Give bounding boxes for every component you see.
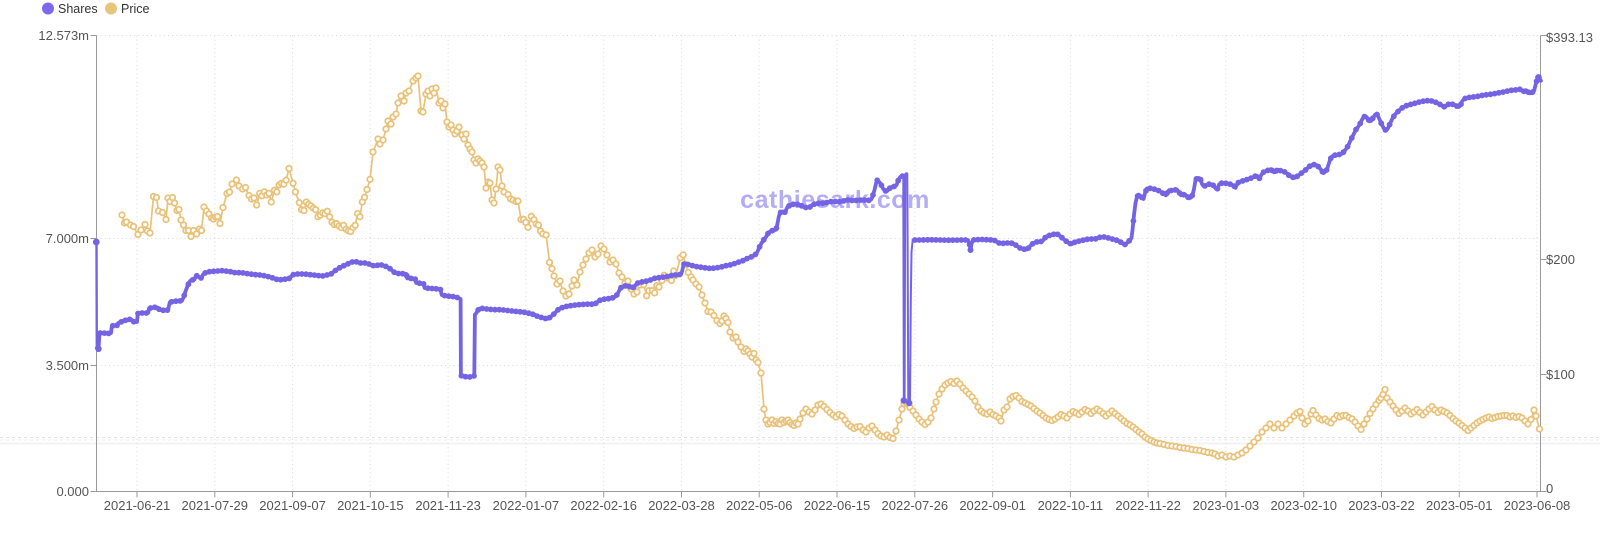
svg-text:2023-06-08: 2023-06-08 [1504, 498, 1571, 513]
svg-text:2022-05-06: 2022-05-06 [726, 498, 793, 513]
svg-text:2023-03-22: 2023-03-22 [1348, 498, 1415, 513]
svg-text:$100: $100 [1546, 367, 1575, 382]
svg-text:2021-11-23: 2021-11-23 [415, 498, 481, 513]
svg-text:2022-01-07: 2022-01-07 [493, 498, 560, 513]
svg-text:2022-11-22: 2022-11-22 [1115, 498, 1181, 513]
svg-text:2022-10-11: 2022-10-11 [1038, 498, 1104, 513]
svg-text:12.573m: 12.573m [38, 28, 89, 43]
svg-text:2023-01-03: 2023-01-03 [1193, 498, 1260, 513]
svg-text:2022-06-15: 2022-06-15 [804, 498, 871, 513]
svg-text:2021-10-15: 2021-10-15 [337, 498, 404, 513]
svg-text:2023-02-10: 2023-02-10 [1270, 498, 1337, 513]
svg-text:2022-07-26: 2022-07-26 [882, 498, 949, 513]
svg-text:2021-06-21: 2021-06-21 [104, 498, 171, 513]
svg-text:2022-09-01: 2022-09-01 [959, 498, 1026, 513]
svg-text:$393.13: $393.13 [1546, 30, 1593, 45]
svg-text:2021-07-29: 2021-07-29 [182, 498, 249, 513]
svg-text:2022-02-16: 2022-02-16 [570, 498, 637, 513]
svg-text:0: 0 [1546, 481, 1553, 496]
svg-text:2021-09-07: 2021-09-07 [259, 498, 326, 513]
svg-text:Price: Price [121, 2, 150, 16]
svg-text:7.000m: 7.000m [46, 231, 89, 246]
svg-text:2023-05-01: 2023-05-01 [1426, 498, 1493, 513]
svg-text:$200: $200 [1546, 252, 1575, 267]
svg-text:0.000: 0.000 [56, 484, 89, 499]
svg-text:2022-03-28: 2022-03-28 [648, 498, 715, 513]
svg-text:Shares: Shares [58, 2, 98, 16]
svg-text:3.500m: 3.500m [46, 358, 89, 373]
